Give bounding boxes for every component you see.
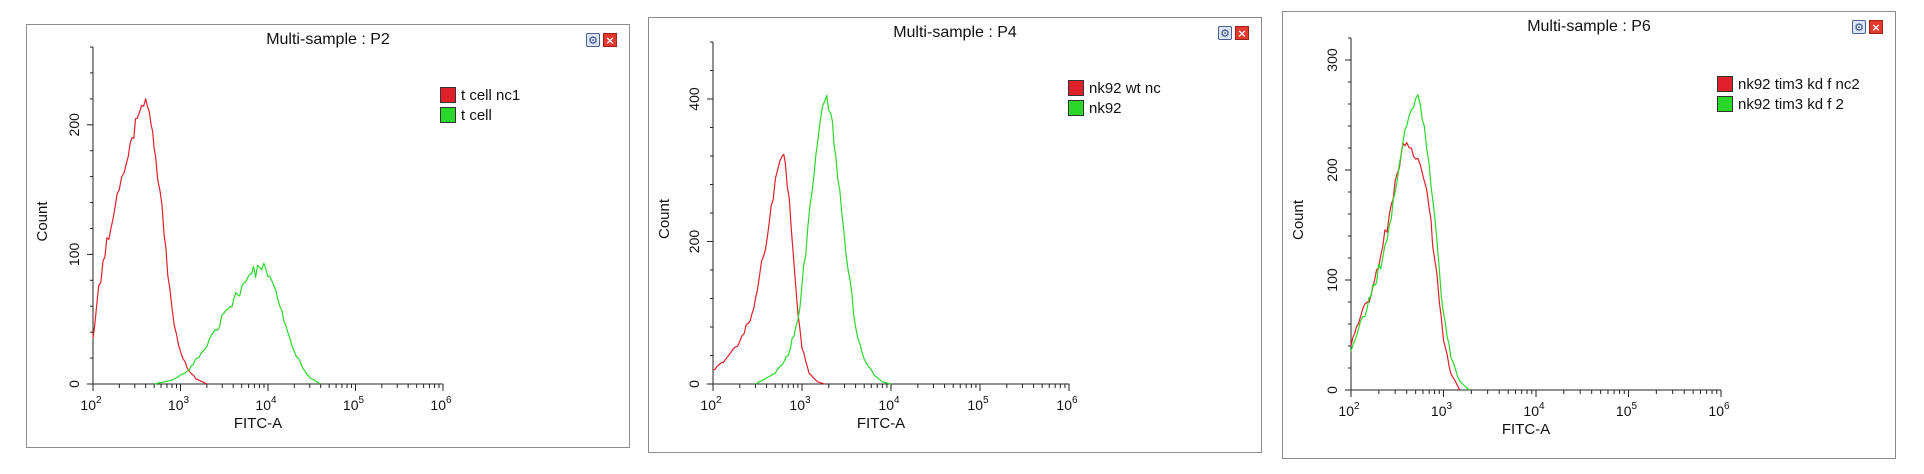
- close-icon[interactable]: ×: [1869, 20, 1883, 34]
- histogram-plot: 0 100 200 102 103 104 105 106 FITC-A Count: [34, 46, 452, 432]
- window-controls: ⚙ ×: [586, 33, 617, 47]
- options-icon[interactable]: ⚙: [1218, 26, 1232, 40]
- y-axis-title: Count: [656, 198, 673, 239]
- y-tick-label: 300: [1324, 48, 1340, 72]
- histogram-plot: 0 100 200 300 102 103 104 105 106 FITC-A Count: [1290, 37, 1730, 438]
- legend: nk92 tim3 kd f nc2 nk92 tim3 kd f 2: [1717, 74, 1860, 114]
- x-tick-label: 103: [1431, 401, 1453, 419]
- y-tick-label: 0: [686, 380, 702, 388]
- panel-title: Multi-sample : P4: [893, 24, 1017, 41]
- x-tick-label: 104: [1523, 401, 1545, 419]
- x-axis-title: FITC-A: [1502, 421, 1550, 438]
- panel-title: Multi-sample : P2: [266, 31, 390, 48]
- series-line-red: [712, 153, 825, 385]
- window-controls: ⚙ ×: [1852, 20, 1883, 34]
- y-tick-label: 400: [686, 87, 702, 111]
- series-line-red: [1350, 141, 1461, 391]
- series-line-red: [92, 98, 208, 385]
- close-icon[interactable]: ×: [603, 33, 617, 47]
- x-tick-label: 105: [343, 395, 365, 413]
- panel-title: Multi-sample : P6: [1527, 18, 1651, 35]
- x-tick-label: 102: [80, 395, 102, 413]
- y-axis-title: Count: [34, 201, 51, 242]
- series-line-green: [154, 262, 322, 385]
- legend-swatch-green: [1717, 96, 1733, 112]
- x-tick-label: 106: [430, 395, 452, 413]
- x-tick-label: 102: [1338, 401, 1360, 419]
- legend-label: t cell: [461, 106, 492, 124]
- y-tick-label: 200: [1324, 158, 1340, 182]
- x-tick-label: 103: [789, 395, 811, 413]
- legend-item: nk92 tim3 kd f nc2: [1717, 74, 1860, 94]
- window-controls: ⚙ ×: [1218, 26, 1249, 40]
- y-axis-title: Count: [1290, 199, 1307, 240]
- legend-item: nk92 tim3 kd f 2: [1717, 94, 1860, 114]
- x-tick-label: 105: [967, 395, 989, 413]
- series-line-green: [755, 94, 892, 385]
- y-tick-label: 0: [1324, 386, 1340, 394]
- legend: t cell nc1 t cell: [440, 85, 520, 125]
- legend-swatch-red: [1717, 76, 1733, 92]
- legend-swatch-red: [440, 87, 456, 103]
- x-tick-label: 106: [1056, 395, 1078, 413]
- legend-label: nk92 tim3 kd f nc2: [1738, 75, 1860, 93]
- legend-label: nk92: [1089, 99, 1122, 117]
- legend-item: t cell: [440, 105, 520, 125]
- x-tick-label: 105: [1616, 401, 1638, 419]
- y-tick-label: 100: [1324, 268, 1340, 292]
- series-line-green: [1350, 94, 1470, 391]
- y-tick-label: 0: [66, 380, 82, 388]
- x-tick-label: 104: [878, 395, 900, 413]
- legend: nk92 wt nc nk92: [1068, 78, 1161, 118]
- legend-label: t cell nc1: [461, 86, 521, 104]
- legend-item: t cell nc1: [440, 85, 520, 105]
- histogram-panel-p6: Multi-sample : P6 ⚙ × 0 100 200 300 102 103 10…: [1282, 11, 1896, 459]
- y-tick-label: 200: [686, 230, 702, 254]
- histogram-plot: 0 200 400 102 103 104 105 106 FITC-A Count: [656, 41, 1078, 432]
- x-axis-title: FITC-A: [234, 415, 282, 432]
- legend-label: nk92 wt nc: [1089, 79, 1161, 97]
- y-tick-label: 200: [66, 113, 82, 137]
- options-icon[interactable]: ⚙: [1852, 20, 1866, 34]
- legend-swatch-green: [1068, 100, 1084, 116]
- legend-label: nk92 tim3 kd f 2: [1738, 95, 1844, 113]
- histogram-panel-p4: Multi-sample : P4 ⚙ × 0 200 400 102 103 104 10…: [648, 17, 1262, 453]
- legend-item: nk92 wt nc: [1068, 78, 1161, 98]
- histogram-panel-p2: Multi-sample : P2 ⚙ × 0 100 200 102 103 104 10…: [26, 24, 630, 448]
- legend-swatch-red: [1068, 80, 1084, 96]
- options-icon[interactable]: ⚙: [586, 33, 600, 47]
- legend-swatch-green: [440, 107, 456, 123]
- x-tick-label: 102: [700, 395, 722, 413]
- close-icon[interactable]: ×: [1235, 26, 1249, 40]
- x-tick-label: 103: [168, 395, 190, 413]
- y-tick-label: 100: [66, 242, 82, 266]
- x-tick-label: 104: [255, 395, 277, 413]
- x-tick-label: 106: [1708, 401, 1730, 419]
- legend-item: nk92: [1068, 98, 1161, 118]
- x-axis-title: FITC-A: [857, 415, 905, 432]
